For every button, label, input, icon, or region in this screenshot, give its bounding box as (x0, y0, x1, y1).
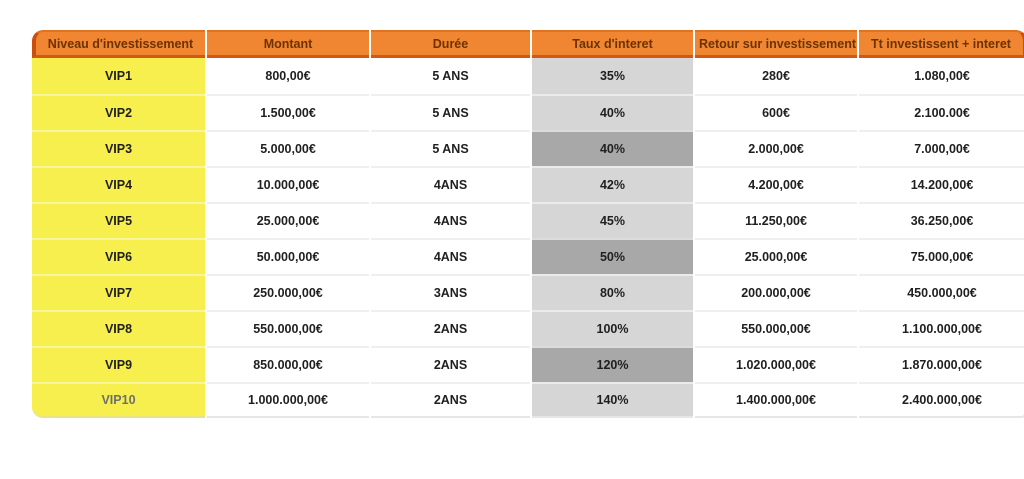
cell-total: 36.250,00€ (859, 202, 1024, 238)
cell-duree: 2ANS (371, 310, 530, 346)
cell-niveau: VIP3 (32, 130, 205, 166)
table-row: VIP4 10.000,00€ 4ANS 42% 4.200,00€ 14.200,00€ (32, 166, 1024, 202)
cell-retour: 1.400.000,00€ (695, 382, 857, 418)
column-header-total: Tt investissent + interet (859, 30, 1024, 58)
cell-total: 2.400.000,00€ (859, 382, 1024, 418)
column-header-taux: Taux d'interet (532, 30, 693, 58)
cell-retour: 280€ (695, 58, 857, 94)
cell-niveau: VIP7 (32, 274, 205, 310)
cell-niveau: VIP2 (32, 94, 205, 130)
cell-taux: 120% (532, 346, 693, 382)
cell-niveau: VIP8 (32, 310, 205, 346)
cell-montant: 550.000,00€ (207, 310, 369, 346)
table-header: Niveau d'investissement Montant Durée Taux … (32, 30, 1024, 58)
cell-retour: 550.000,00€ (695, 310, 857, 346)
cell-niveau: VIP5 (32, 202, 205, 238)
cell-niveau: VIP6 (32, 238, 205, 274)
cell-total: 1.080,00€ (859, 58, 1024, 94)
column-header-niveau: Niveau d'investissement (32, 30, 205, 58)
table-row: VIP7 250.000,00€ 3ANS 80% 200.000,00€ 450.000… (32, 274, 1024, 310)
cell-total: 1.870.000,00€ (859, 346, 1024, 382)
cell-retour: 4.200,00€ (695, 166, 857, 202)
cell-taux: 35% (532, 58, 693, 94)
cell-niveau: VIP1 (32, 58, 205, 94)
header-row: Niveau d'investissement Montant Durée Taux … (32, 30, 1024, 58)
cell-retour: 2.000,00€ (695, 130, 857, 166)
column-header-retour: Retour sur investissement (695, 30, 857, 58)
cell-retour: 25.000,00€ (695, 238, 857, 274)
cell-duree: 2ANS (371, 382, 530, 418)
cell-taux: 40% (532, 130, 693, 166)
cell-niveau: VIP9 (32, 346, 205, 382)
cell-retour: 11.250,00€ (695, 202, 857, 238)
cell-taux: 40% (532, 94, 693, 130)
cell-total: 2.100.00€ (859, 94, 1024, 130)
table-row: VIP5 25.000,00€ 4ANS 45% 11.250,00€ 36.250,00… (32, 202, 1024, 238)
cell-duree: 4ANS (371, 166, 530, 202)
cell-niveau: VIP10 (32, 382, 205, 418)
cell-montant: 250.000,00€ (207, 274, 369, 310)
cell-duree: 4ANS (371, 202, 530, 238)
cell-taux: 100% (532, 310, 693, 346)
table-row: VIP2 1.500,00€ 5 ANS 40% 600€ 2.100.00€ (32, 94, 1024, 130)
column-header-duree: Durée (371, 30, 530, 58)
cell-duree: 5 ANS (371, 58, 530, 94)
column-header-montant: Montant (207, 30, 369, 58)
cell-montant: 800,00€ (207, 58, 369, 94)
table-row: VIP10 1.000.000,00€ 2ANS 140% 1.400.000,00€ 2… (32, 382, 1024, 418)
cell-total: 1.100.000,00€ (859, 310, 1024, 346)
table-body: VIP1 800,00€ 5 ANS 35% 280€ 1.080,00€ VIP2 1.50… (32, 58, 1024, 418)
cell-taux: 45% (532, 202, 693, 238)
cell-total: 14.200,00€ (859, 166, 1024, 202)
table-row: VIP3 5.000,00€ 5 ANS 40% 2.000,00€ 7.000,00€ (32, 130, 1024, 166)
table-row: VIP1 800,00€ 5 ANS 35% 280€ 1.080,00€ (32, 58, 1024, 94)
cell-montant: 5.000,00€ (207, 130, 369, 166)
cell-taux: 140% (532, 382, 693, 418)
cell-montant: 25.000,00€ (207, 202, 369, 238)
cell-duree: 4ANS (371, 238, 530, 274)
table-row: VIP9 850.000,00€ 2ANS 120% 1.020.000,00€ 1.87… (32, 346, 1024, 382)
cell-duree: 5 ANS (371, 94, 530, 130)
cell-duree: 2ANS (371, 346, 530, 382)
cell-montant: 50.000,00€ (207, 238, 369, 274)
cell-total: 450.000,00€ (859, 274, 1024, 310)
cell-montant: 1.000.000,00€ (207, 382, 369, 418)
cell-total: 75.000,00€ (859, 238, 1024, 274)
cell-montant: 1.500,00€ (207, 94, 369, 130)
cell-retour: 200.000,00€ (695, 274, 857, 310)
cell-duree: 3ANS (371, 274, 530, 310)
cell-retour: 600€ (695, 94, 857, 130)
table-row: VIP6 50.000,00€ 4ANS 50% 25.000,00€ 75.000,00… (32, 238, 1024, 274)
cell-montant: 850.000,00€ (207, 346, 369, 382)
cell-niveau: VIP4 (32, 166, 205, 202)
investment-table: Niveau d'investissement Montant Durée Taux … (30, 30, 1024, 418)
table-row: VIP8 550.000,00€ 2ANS 100% 550.000,00€ 1.100.… (32, 310, 1024, 346)
cell-total: 7.000,00€ (859, 130, 1024, 166)
cell-taux: 50% (532, 238, 693, 274)
cell-retour: 1.020.000,00€ (695, 346, 857, 382)
cell-duree: 5 ANS (371, 130, 530, 166)
cell-montant: 10.000,00€ (207, 166, 369, 202)
cell-taux: 42% (532, 166, 693, 202)
cell-taux: 80% (532, 274, 693, 310)
